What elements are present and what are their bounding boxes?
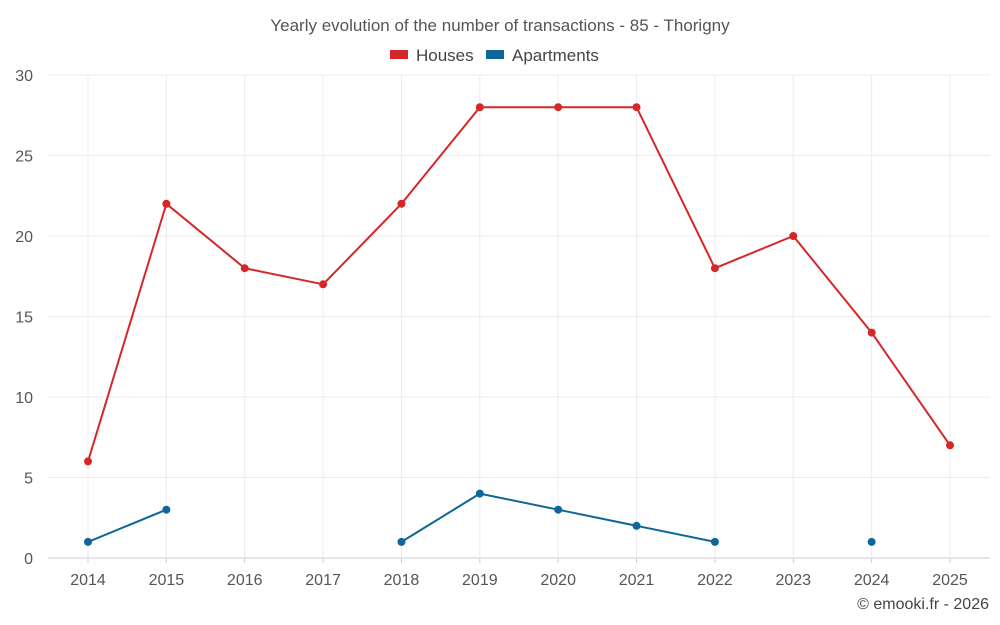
data-point-houses-2020[interactable] bbox=[554, 103, 563, 112]
x-tick-label: 2024 bbox=[854, 572, 890, 589]
y-tick-label: 25 bbox=[15, 149, 33, 166]
data-point-apartments-2015[interactable] bbox=[162, 505, 171, 514]
y-tick-label: 20 bbox=[15, 229, 33, 246]
x-tick-label: 2016 bbox=[227, 572, 263, 589]
x-tick-label: 2023 bbox=[775, 572, 811, 589]
data-point-houses-2019[interactable] bbox=[475, 103, 484, 112]
data-point-houses-2024[interactable] bbox=[867, 328, 876, 337]
x-tick-label: 2017 bbox=[305, 572, 341, 589]
legend-label-houses[interactable]: Houses bbox=[416, 46, 474, 65]
x-axis-ticks: 2014 2015 2016 2017 2018 2019 2020 2021 2022 2023… bbox=[70, 558, 968, 589]
series-houses bbox=[84, 103, 954, 466]
y-tick-label: 10 bbox=[15, 390, 33, 407]
chart-title: Yearly evolution of the number of transa… bbox=[270, 16, 730, 35]
series-line-houses bbox=[87, 106, 951, 463]
credit-text: © emooki.fr - 2026 bbox=[857, 596, 989, 613]
series bbox=[84, 103, 954, 546]
x-tick-label: 2025 bbox=[932, 572, 968, 589]
series-line-apartments bbox=[87, 508, 168, 543]
y-tick-label: 0 bbox=[24, 551, 33, 568]
data-point-apartments-2018[interactable] bbox=[397, 537, 406, 546]
data-point-houses-2022[interactable] bbox=[710, 264, 719, 273]
data-point-apartments-2020[interactable] bbox=[554, 505, 563, 514]
x-tick-label: 2019 bbox=[462, 572, 498, 589]
legend-swatch-houses bbox=[390, 50, 408, 59]
series-apartments bbox=[84, 489, 876, 546]
x-tick-label: 2021 bbox=[619, 572, 655, 589]
x-tick-label: 2015 bbox=[149, 572, 185, 589]
data-point-houses-2021[interactable] bbox=[632, 103, 641, 112]
data-point-apartments-2022[interactable] bbox=[710, 537, 719, 546]
data-point-houses-2014[interactable] bbox=[84, 457, 92, 466]
data-point-houses-2016[interactable] bbox=[240, 264, 249, 273]
y-tick-label: 15 bbox=[15, 310, 33, 327]
grid bbox=[48, 74, 990, 559]
data-point-houses-2018[interactable] bbox=[397, 199, 406, 208]
data-point-apartments-2014[interactable] bbox=[84, 537, 92, 546]
x-tick-label: 2014 bbox=[70, 572, 106, 589]
y-tick-label: 30 bbox=[15, 68, 33, 85]
data-point-houses-2025[interactable] bbox=[946, 441, 954, 450]
data-point-apartments-2024[interactable] bbox=[867, 537, 876, 546]
y-tick-label: 5 bbox=[24, 471, 33, 488]
legend-swatch-apartments bbox=[486, 50, 504, 59]
data-point-houses-2015[interactable] bbox=[162, 199, 171, 208]
data-point-apartments-2019[interactable] bbox=[475, 489, 484, 498]
x-tick-label: 2020 bbox=[540, 572, 576, 589]
x-tick-label: 2022 bbox=[697, 572, 733, 589]
legend-label-apartments[interactable]: Apartments bbox=[512, 46, 599, 65]
data-point-houses-2023[interactable] bbox=[789, 232, 798, 240]
data-point-houses-2017[interactable] bbox=[319, 280, 328, 289]
legend: Houses Apartments bbox=[390, 46, 599, 65]
data-point-apartments-2021[interactable] bbox=[632, 521, 641, 530]
x-tick-label: 2018 bbox=[384, 572, 420, 589]
y-axis-ticks: 0 5 10 15 20 25 30 bbox=[15, 68, 33, 568]
